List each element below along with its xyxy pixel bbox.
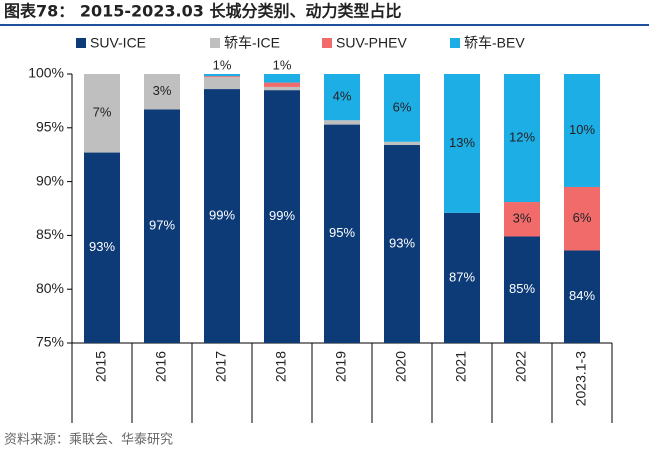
bar-segment [564,186,600,251]
legend-swatch [450,38,460,48]
x-tick-label: 2019 [333,351,349,382]
bar-segment [384,145,420,343]
data-label: 84% [569,288,595,303]
bar-segment [384,74,420,142]
data-label: 6% [573,210,592,225]
bar-segment [504,202,540,237]
bar-segment [144,109,180,344]
bar-segment [324,74,360,121]
data-label: 93% [89,239,115,254]
legend-label: 轿车-BEV [464,35,525,51]
data-label: 10% [569,122,595,137]
legend-swatch [210,38,220,48]
bar-segment [444,74,480,213]
x-tick-label: 2015 [93,351,109,382]
y-tick-label: 95% [36,119,64,135]
bar-segment [564,250,600,343]
bar-segment [564,74,600,187]
legend-swatch [322,38,332,48]
data-label: 7% [93,105,112,120]
bar-segment [264,86,300,91]
bar-segment [204,89,240,344]
bar-segment [324,120,360,125]
x-tick-label: 2023.1-3 [573,351,589,406]
y-tick-label: 75% [36,334,64,350]
bar-segment [504,74,540,203]
data-label: 97% [149,218,175,233]
x-tick-label: 2018 [273,351,289,382]
x-tick-label: 2022 [513,351,529,382]
bar-segment [444,212,480,343]
data-label: 87% [449,269,475,284]
bar-segment [384,141,420,146]
legend-label: SUV-PHEV [336,35,407,51]
data-label: 1% [273,57,292,72]
bar-segment [84,74,120,153]
source-note: 资料来源：乘联会、华泰研究 [4,433,173,448]
data-label: 85% [509,281,535,296]
data-label: 3% [153,83,172,98]
legend-label: SUV-ICE [90,35,146,51]
bar-segment [264,90,300,343]
bar-segment [204,74,240,77]
bar-segment [144,74,180,110]
data-label: 4% [333,89,352,104]
data-label: 1% [213,57,232,72]
data-label: 13% [449,135,475,150]
data-label: 12% [509,129,535,144]
bar-segment [204,76,240,78]
data-label: 6% [393,99,412,114]
y-tick-label: 85% [36,226,64,242]
y-tick-label: 90% [36,172,64,188]
y-tick-label: 80% [36,280,64,296]
chart-title: 图表78： 2015-2023.03 长城分类别、动力类型占比 [4,2,401,21]
legend-label: 轿车-ICE [224,35,280,51]
bar-segment [504,236,540,343]
x-tick-label: 2016 [153,351,169,382]
x-tick-label: 2017 [213,351,229,382]
bar-segment [264,74,300,83]
x-tick-label: 2020 [393,351,409,382]
bar-segment [84,152,120,343]
data-label: 93% [389,235,415,250]
data-label: 99% [269,208,295,223]
bar-segment [324,124,360,344]
y-tick-label: 100% [28,65,64,81]
legend-swatch [76,38,86,48]
data-label: 95% [329,225,355,240]
data-label: 3% [513,211,532,226]
bar-segment [204,77,240,90]
x-tick-label: 2021 [453,351,469,382]
bar-segment [264,82,300,87]
data-label: 99% [209,207,235,222]
